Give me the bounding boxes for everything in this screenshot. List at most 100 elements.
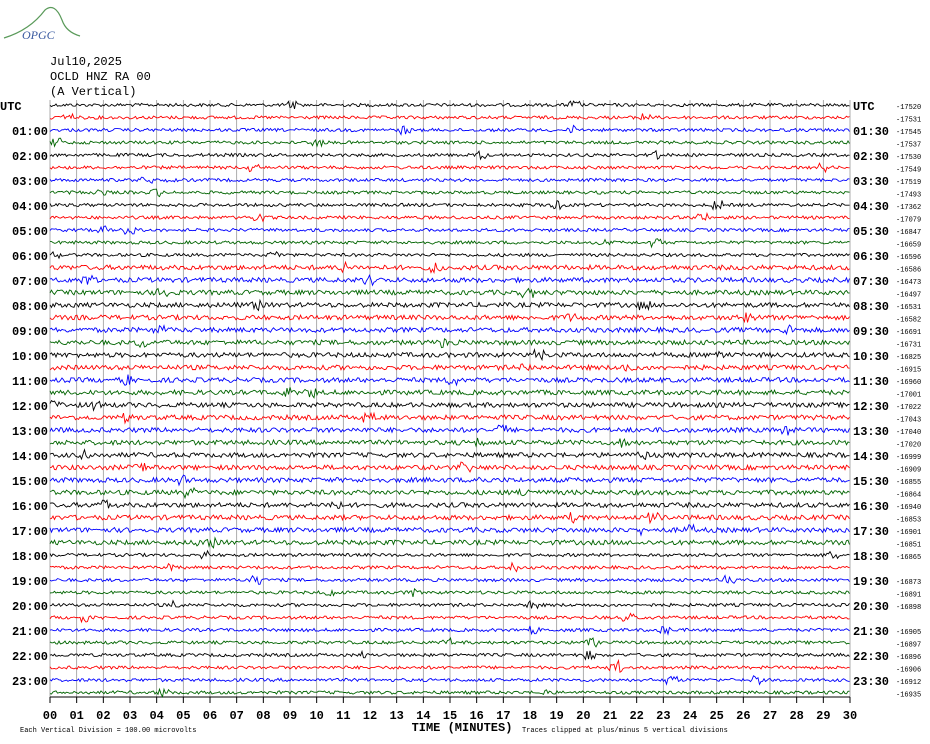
left-time-label: 02:00: [12, 150, 48, 164]
x-tick-label: 03: [123, 709, 137, 723]
x-tick-label: 26: [736, 709, 750, 723]
right-time-label: 20:30: [853, 600, 889, 614]
trace: [49, 149, 850, 161]
left-time-label: 15:00: [12, 475, 48, 489]
trace: [49, 511, 850, 525]
trace: [49, 324, 850, 336]
left-time-label: 19:00: [12, 575, 48, 589]
trace-offset: -16473: [896, 279, 921, 287]
trace-offset: -16897: [896, 641, 921, 649]
trace-offset: -17079: [896, 216, 921, 224]
trace: [49, 251, 850, 260]
trace: [49, 312, 850, 324]
trace: [49, 587, 850, 598]
trace: [49, 374, 850, 387]
trace-offset: -16865: [896, 554, 921, 562]
trace: [49, 176, 850, 184]
trace-offset: -16960: [896, 379, 921, 387]
trace: [49, 658, 850, 673]
trace: [49, 211, 850, 223]
x-tick-label: 00: [43, 709, 57, 723]
trace: [49, 423, 850, 436]
left-time-label: 01:00: [12, 125, 48, 139]
trace: [49, 461, 850, 473]
trace-offset: -16847: [896, 229, 921, 237]
left-time-label: 20:00: [12, 600, 48, 614]
left-time-label: 13:00: [12, 425, 48, 439]
right-time-label: 01:30: [853, 125, 889, 139]
right-time-label: 07:30: [853, 275, 889, 289]
right-time-label: 22:30: [853, 650, 889, 664]
x-tick-label: 09: [283, 709, 297, 723]
trace: [49, 561, 850, 573]
x-tick-label: 06: [203, 709, 217, 723]
trace-offset: -17520: [896, 104, 921, 112]
trace-offset: -16906: [896, 666, 921, 674]
title-line: OCLD HNZ RA 00: [50, 70, 151, 84]
footer-note: Traces clipped at plus/minus 5 vertical …: [522, 727, 728, 735]
right-time-label: 11:30: [853, 375, 889, 389]
x-tick-label: 18: [523, 709, 537, 723]
left-time-label: 17:00: [12, 525, 48, 539]
left-time-label: 21:00: [12, 625, 48, 639]
right-time-label: 08:30: [853, 300, 889, 314]
trace: [49, 636, 850, 648]
x-tick-label: 28: [789, 709, 803, 723]
left-time-label: 14:00: [12, 450, 48, 464]
left-time-label: 04:00: [12, 200, 48, 214]
title-line: (A Vertical): [50, 85, 136, 99]
trace-offset: -16901: [896, 529, 921, 537]
trace-offset: -16935: [896, 691, 921, 699]
trace-offset: -16497: [896, 291, 921, 299]
trace: [49, 348, 850, 362]
trace: [49, 599, 850, 610]
right-time-label: 02:30: [853, 150, 889, 164]
x-tick-label: 12: [363, 709, 377, 723]
x-tick-label: 17: [496, 709, 510, 723]
x-tick-label: 16: [469, 709, 483, 723]
x-tick-label: 25: [709, 709, 723, 723]
x-tick-label: 14: [416, 709, 430, 723]
left-time-label: 10:00: [12, 350, 48, 364]
x-tick-label: 05: [176, 709, 190, 723]
x-tick-label: 20: [576, 709, 590, 723]
trace: [49, 260, 850, 275]
left-time-label: 23:00: [12, 675, 48, 689]
trace-offset: -17549: [896, 166, 921, 174]
left-time-label: 07:00: [12, 275, 48, 289]
x-tick-label: 04: [149, 709, 163, 723]
x-tick-label: 19: [549, 709, 563, 723]
trace-offset: -16586: [896, 266, 921, 274]
trace: [49, 474, 850, 487]
trace-offset: -16596: [896, 254, 921, 262]
logo: OPGC: [22, 28, 56, 42]
trace: [49, 687, 850, 699]
trace-offset: -16891: [896, 591, 921, 599]
right-time-label: 21:30: [853, 625, 889, 639]
trace-offset: -16531: [896, 304, 921, 312]
trace: [49, 612, 850, 624]
right-time-label: 15:30: [853, 475, 889, 489]
trace-offset: -17043: [896, 416, 921, 424]
right-time-label: 13:30: [853, 425, 889, 439]
trace: [49, 549, 850, 560]
trace-offset: -17493: [896, 191, 921, 199]
trace: [49, 100, 850, 110]
trace: [49, 675, 850, 686]
trace-offset: -17020: [896, 441, 921, 449]
trace: [49, 649, 850, 661]
trace: [49, 523, 850, 537]
trace: [49, 399, 850, 412]
trace: [49, 499, 850, 510]
trace: [49, 238, 850, 249]
x-axis-label: TIME (MINUTES): [412, 721, 513, 735]
trace-offset: -17362: [896, 204, 921, 212]
trace-offset: -16873: [896, 579, 921, 587]
left-time-label: 09:00: [12, 325, 48, 339]
x-tick-label: 30: [843, 709, 857, 723]
trace: [49, 338, 850, 349]
right-time-label: 18:30: [853, 550, 889, 564]
right-time-label: 12:30: [853, 400, 889, 414]
trace-offset: -16896: [896, 654, 921, 662]
x-tick-label: 27: [763, 709, 777, 723]
